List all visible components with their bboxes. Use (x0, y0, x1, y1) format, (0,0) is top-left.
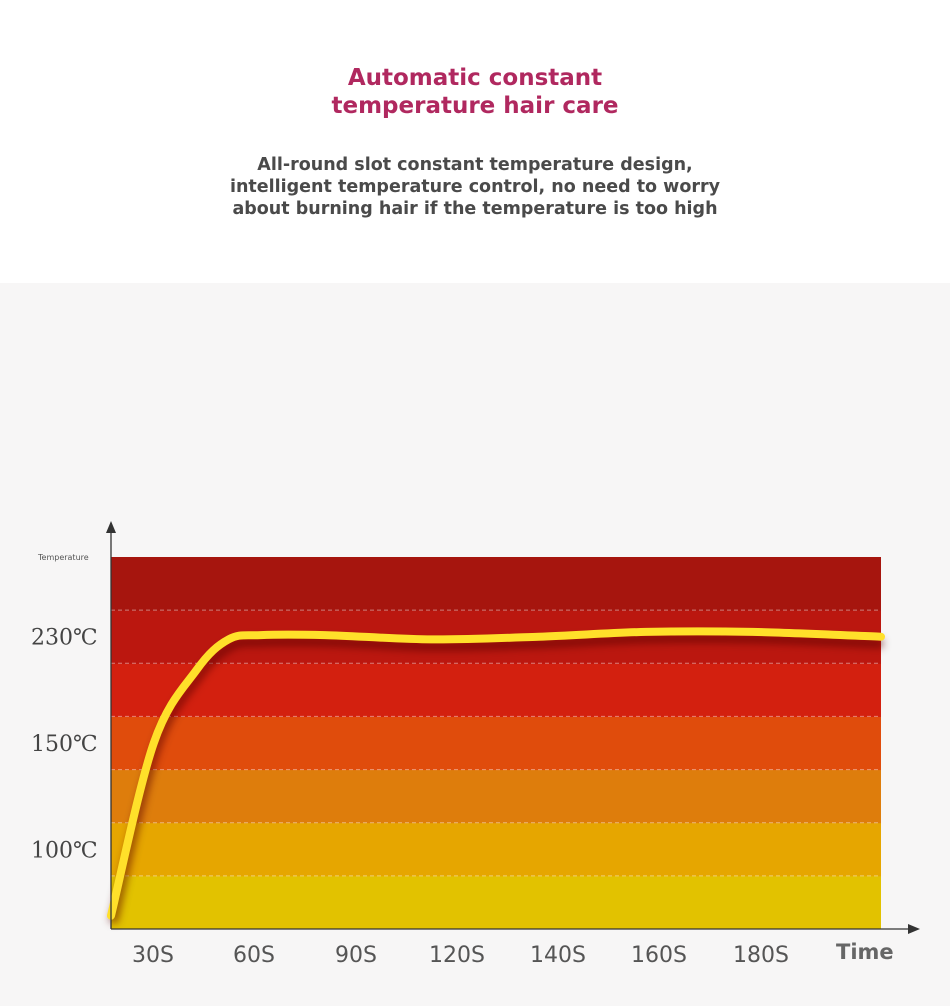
y-tick-label: 150℃ (31, 732, 98, 757)
temperature-curve (107, 627, 885, 924)
x-tick-label: 30S (132, 943, 174, 968)
subtitle-line-3: about burning hair if the temperature is… (232, 199, 718, 219)
title-line-1: Automatic constant (347, 65, 603, 91)
curve-shadow (108, 633, 884, 924)
page-title: Automatic constant temperature hair care (0, 64, 950, 120)
band-6 (111, 557, 881, 611)
temperature-chart: Temperature 230℃ 150℃ 100℃ 30S 60S 90S 120S 14… (31, 521, 920, 968)
axes (106, 521, 920, 934)
title-line-2: temperature hair care (331, 93, 619, 119)
band-3 (111, 716, 881, 771)
band-1 (111, 822, 881, 877)
x-axis-label: Time (836, 940, 894, 964)
y-axis-label: Temperature (37, 553, 89, 562)
x-tick-label: 60S (233, 943, 275, 968)
band-0 (111, 875, 881, 930)
x-tick-label: 180S (733, 943, 789, 968)
header: Automatic constant temperature hair care… (0, 0, 950, 283)
temperature-bands (111, 557, 881, 930)
y-axis-arrow (106, 521, 116, 533)
band-4 (111, 663, 881, 717)
gridlines (111, 609, 881, 877)
y-tick-label: 230℃ (31, 626, 98, 651)
subtitle-line-2: intelligent temperature control, no need… (229, 177, 721, 197)
page-subtitle: All-round slot constant temperature desi… (0, 154, 950, 220)
band-2 (111, 769, 881, 824)
x-tick-labels: 30S 60S 90S 120S 140S 160S 180S (132, 943, 789, 968)
x-tick-label: 90S (335, 943, 377, 968)
x-tick-label: 140S (530, 943, 586, 968)
temperature-line (107, 627, 885, 920)
subtitle-line-1: All-round slot constant temperature desi… (257, 155, 693, 175)
x-tick-label: 160S (631, 943, 687, 968)
x-tick-label: 120S (429, 943, 485, 968)
y-tick-labels: 230℃ 150℃ 100℃ (31, 626, 98, 864)
chart-panel: Temperature 230℃ 150℃ 100℃ 30S 60S 90S 120S 14… (0, 283, 950, 1006)
y-tick-label: 100℃ (31, 838, 98, 863)
x-axis-arrow (908, 924, 920, 934)
